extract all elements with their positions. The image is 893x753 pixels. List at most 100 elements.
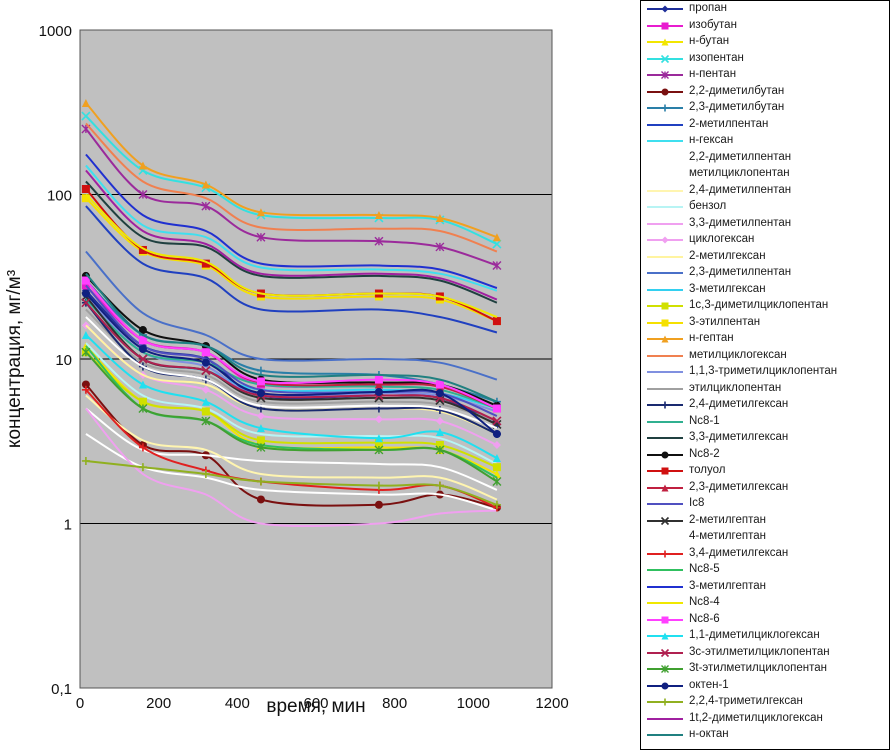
y-tick-label: 100 <box>47 188 72 205</box>
series-line <box>85 169 498 301</box>
data-point <box>138 245 147 254</box>
series-line <box>85 180 498 304</box>
data-point <box>661 88 669 95</box>
legend-swatch <box>647 104 683 112</box>
data-point <box>435 441 444 450</box>
data-point <box>374 236 384 246</box>
data-point <box>435 481 444 490</box>
series-8 <box>85 164 498 292</box>
legend-label: 3-метилгептан <box>689 579 766 592</box>
chart-area: 0,1 1 10 100 1000 0 200 400 600 800 1000 1200 врем… <box>4 23 569 717</box>
data-point <box>661 484 669 491</box>
data-point <box>374 415 383 424</box>
legend-label: Nc8-1 <box>689 414 720 427</box>
legend-item: 3,3-диметилпентан <box>641 216 889 232</box>
legend-label: 2,3-диметилбутан <box>689 101 785 113</box>
data-point <box>492 233 501 242</box>
legend-swatch <box>647 371 683 373</box>
legend-item: октен-1 <box>641 678 889 694</box>
legend-swatch <box>647 319 683 326</box>
y-tick-label: 0,1 <box>51 681 72 698</box>
x-tick-label: 800 <box>382 695 407 712</box>
legend-item: метилциклопентан <box>641 166 889 182</box>
legend-label: 2,2-диметилпентан <box>689 150 792 163</box>
series-line <box>85 316 498 430</box>
legend-item: циклогексан <box>641 232 889 248</box>
data-point <box>201 469 210 478</box>
data-point <box>492 261 502 271</box>
legend-swatch <box>647 401 683 409</box>
data-point <box>492 404 501 413</box>
data-point <box>256 442 266 452</box>
data-point <box>201 416 211 426</box>
legend-swatch <box>647 503 683 505</box>
y-tick-label: 1000 <box>39 23 72 40</box>
legend-item: толуол <box>641 463 889 479</box>
data-point <box>661 71 669 79</box>
data-point <box>201 397 210 406</box>
data-point <box>256 436 265 445</box>
legend-swatch <box>647 302 683 310</box>
legend-swatch <box>647 616 683 623</box>
legend-item: 1,1,3-триметилциклопентан <box>641 364 889 380</box>
data-point <box>435 427 444 436</box>
data-point <box>374 388 383 397</box>
data-point <box>435 242 445 252</box>
data-point <box>81 276 90 285</box>
series-7 <box>85 205 498 334</box>
legend-item: н-бутан <box>641 34 889 50</box>
legend-label: метилциклогексан <box>689 348 787 361</box>
data-point <box>374 211 383 220</box>
series-42 <box>81 456 501 509</box>
legend-item: Nc8-2 <box>641 447 889 463</box>
legend-label: 1с,3-диметилциклопентан <box>689 299 829 311</box>
legend-label: н-пентан <box>689 68 737 80</box>
legend-label: н-гептан <box>689 332 734 344</box>
legend-label: 3с-этилметилциклопентан <box>689 645 830 658</box>
data-point <box>661 401 669 409</box>
legend-item: этилциклопентан <box>641 381 889 397</box>
legend-swatch <box>647 88 683 95</box>
data-point <box>81 289 90 298</box>
data-point <box>256 366 265 375</box>
data-point <box>661 467 669 475</box>
legend-item: изобутан <box>641 18 889 34</box>
legend-label: 2,2,4-триметилгексан <box>689 695 803 707</box>
legend-label: 2,3-диметилгексан <box>689 480 789 493</box>
series-41 <box>81 289 501 439</box>
legend-label: 2,2-диметилбутан <box>689 84 785 97</box>
data-point <box>138 354 148 364</box>
series-26 <box>85 180 498 304</box>
legend-swatch <box>647 734 683 736</box>
data-point <box>201 201 211 211</box>
legend-label: 2-метилпентан <box>689 117 769 130</box>
data-point <box>256 389 265 398</box>
series-20 <box>81 98 501 242</box>
data-point <box>138 443 147 452</box>
legend-swatch <box>647 140 683 142</box>
legend-label: толуол <box>689 464 726 476</box>
data-point <box>661 632 669 640</box>
legend-item: н-октан <box>641 727 889 743</box>
legend-item: Nc8-1 <box>641 414 889 430</box>
data-point <box>81 330 90 339</box>
data-point <box>374 438 383 447</box>
legend-swatch <box>647 335 683 343</box>
legend-swatch <box>647 22 683 29</box>
data-point <box>374 375 383 384</box>
legend-item: пропан <box>641 1 889 17</box>
series-40 <box>81 347 502 487</box>
data-point <box>138 380 147 389</box>
legend-item: 1,1-диметилциклогексан <box>641 628 889 644</box>
y-axis-label: концентрация, мг/м³ <box>4 270 25 448</box>
legend-swatch <box>647 173 683 175</box>
legend-swatch <box>647 236 683 244</box>
legend-item: метилциклогексан <box>641 348 889 364</box>
data-point <box>201 348 210 357</box>
data-point <box>661 451 669 458</box>
data-point <box>661 682 669 689</box>
legend-label: метилциклопентан <box>689 167 790 179</box>
legend-item: 2,2-диметилпентан <box>641 150 889 166</box>
series-43 <box>85 169 498 301</box>
x-tick-label: 400 <box>225 695 250 712</box>
